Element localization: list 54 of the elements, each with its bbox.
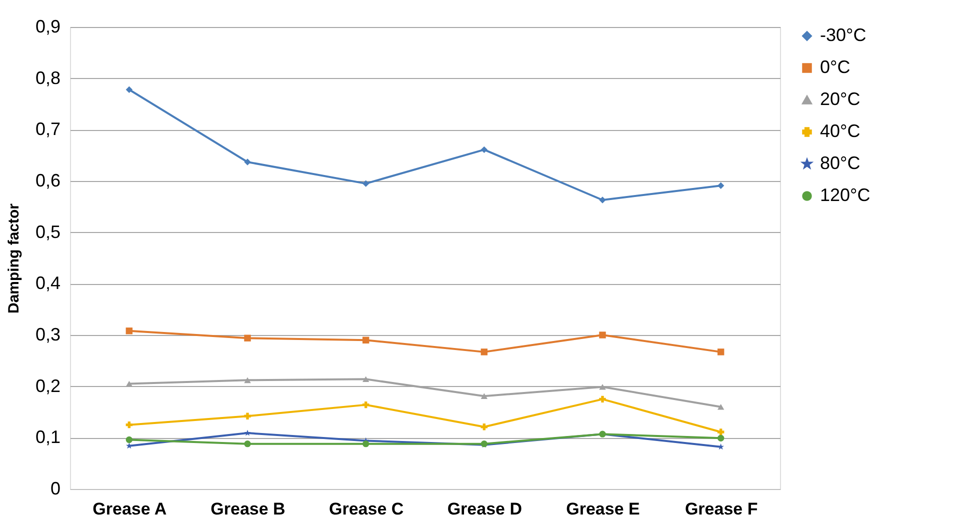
legend-label: 80°C: [820, 153, 860, 173]
point: [244, 334, 251, 342]
legend-label: -30°C: [820, 25, 866, 45]
y-tick-label: 0,6: [35, 170, 60, 190]
point: [717, 182, 724, 189]
point: [362, 376, 370, 382]
x-tick-label: Grease C: [328, 500, 404, 518]
point: [126, 380, 133, 387]
x-tick-label: Grease B: [210, 500, 286, 518]
y-tick-label: 0,4: [35, 273, 60, 294]
point: [717, 428, 724, 436]
point: [599, 384, 606, 390]
point: [244, 377, 251, 384]
point: [718, 444, 724, 450]
legend-label: 0°C: [820, 57, 850, 77]
point: [480, 393, 488, 399]
point: [126, 328, 133, 334]
y-tick-label: 0,9: [35, 16, 60, 36]
y-tick-label: 0,1: [35, 427, 60, 448]
point: [599, 196, 606, 204]
legend-label: 40°C: [820, 121, 860, 141]
point: [480, 146, 488, 154]
point: [244, 440, 251, 448]
point: [362, 401, 370, 408]
x-tick-label: Grease E: [566, 500, 640, 518]
point: [126, 86, 133, 93]
x-tick-label: Grease F: [684, 500, 758, 518]
point: [126, 421, 133, 428]
point: [717, 434, 724, 442]
x-tick-label: Grease D: [447, 500, 522, 518]
y-tick-label: 0,3: [35, 324, 60, 344]
y-axis-title: Damping factor: [5, 203, 22, 314]
x-tick-label: Grease A: [92, 500, 167, 518]
point: [362, 180, 370, 187]
point: [717, 348, 724, 356]
point: [362, 336, 370, 344]
point: [126, 442, 132, 449]
y-tick-label: 0,8: [35, 68, 60, 88]
y-tick-label: 0,2: [35, 376, 60, 396]
point: [599, 332, 606, 338]
point: [362, 440, 370, 448]
point: [480, 424, 488, 430]
point: [244, 430, 251, 436]
legend-label: 120°C: [820, 185, 870, 205]
point: [717, 404, 724, 410]
legend-label: 20°C: [820, 89, 860, 109]
y-tick-label: 0: [50, 478, 60, 498]
point: [126, 436, 133, 444]
point: [244, 158, 251, 166]
point: [480, 348, 488, 356]
point: [599, 396, 606, 403]
y-tick-label: 0,7: [35, 119, 60, 140]
point: [244, 412, 251, 420]
y-tick-label: 0,5: [35, 222, 60, 242]
